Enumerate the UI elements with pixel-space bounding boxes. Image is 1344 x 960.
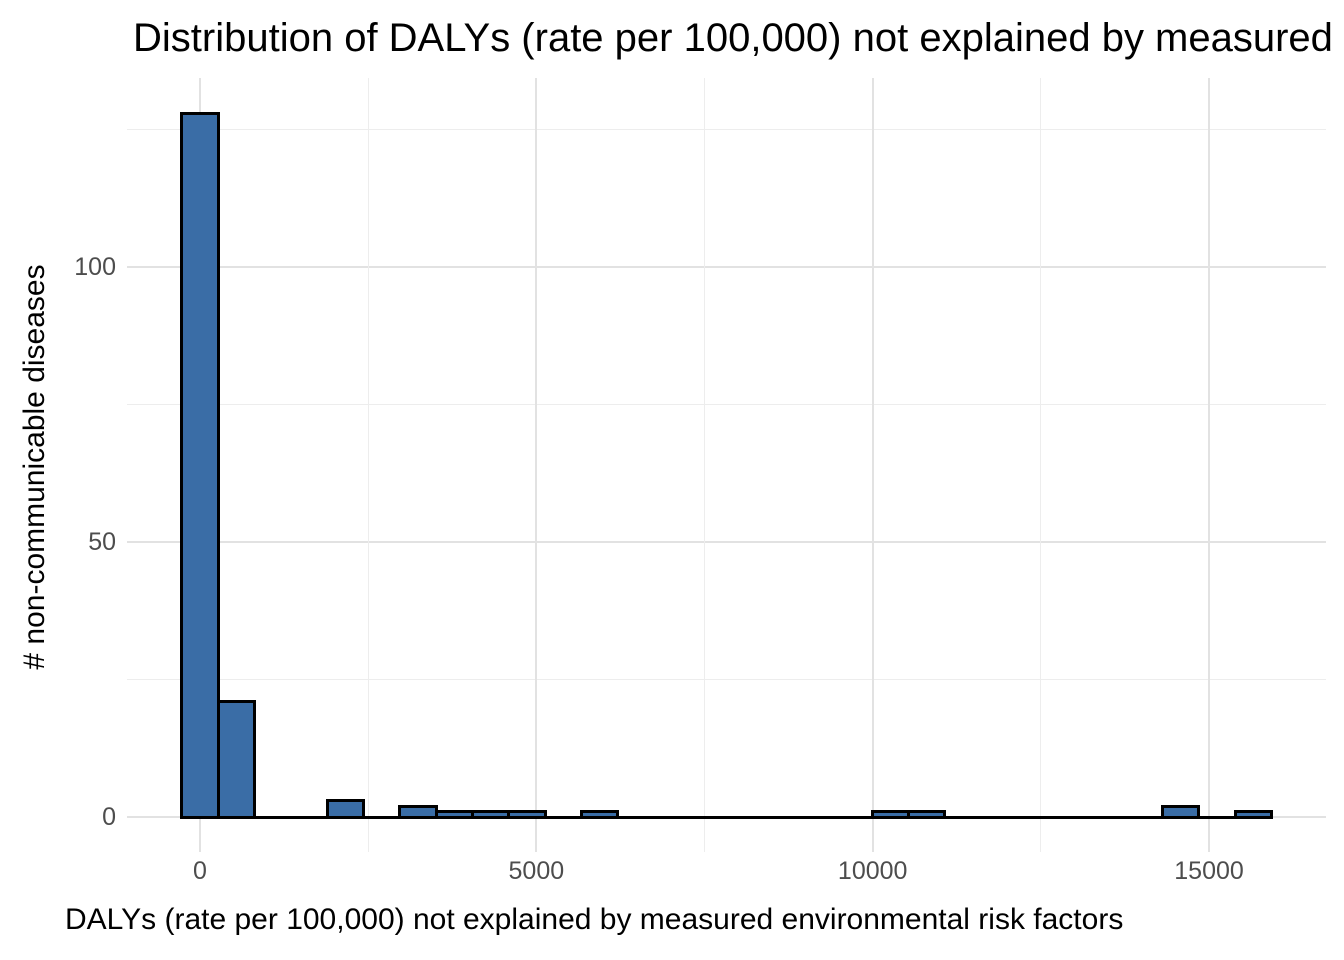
y-minor-gridline [127,129,1326,130]
x-tick-label: 0 [193,857,207,885]
x-tick-label: 15000 [1174,857,1244,885]
chart-title: Distribution of DALYs (rate per 100,000)… [133,16,1344,60]
y-tick-label: 100 [74,253,116,281]
histogram-bar [180,111,220,819]
histogram-bar [906,810,947,819]
y-major-gridline [127,541,1326,543]
y-minor-gridline [127,679,1326,680]
histogram-bar [1161,804,1201,819]
x-major-gridline [1208,78,1211,852]
x-major-gridline [871,78,874,852]
histogram-bar [325,799,365,819]
x-tick-label: 10000 [837,857,908,885]
histogram-baseline [181,815,1272,819]
y-major-gridline [127,266,1326,268]
x-axis-title: DALYs (rate per 100,000) not explained b… [65,903,1124,936]
histogram-bar [870,810,910,819]
x-minor-gridline [367,78,369,852]
x-tick-label: 5000 [508,857,565,885]
x-minor-gridline [1040,78,1042,852]
y-minor-gridline [127,404,1326,405]
histogram-bar [1233,810,1274,819]
histogram-bar [507,810,547,819]
histogram-bar [470,810,511,819]
histogram-bar [216,700,256,819]
y-tick-label: 0 [102,803,116,831]
x-minor-gridline [704,78,706,852]
histogram-bar [434,810,474,819]
histogram-bar [579,810,620,819]
histogram-bar [398,804,438,819]
x-major-gridline [535,78,538,852]
y-axis-title: # non-communicable diseases [18,264,51,670]
y-tick-label: 50 [88,528,116,556]
